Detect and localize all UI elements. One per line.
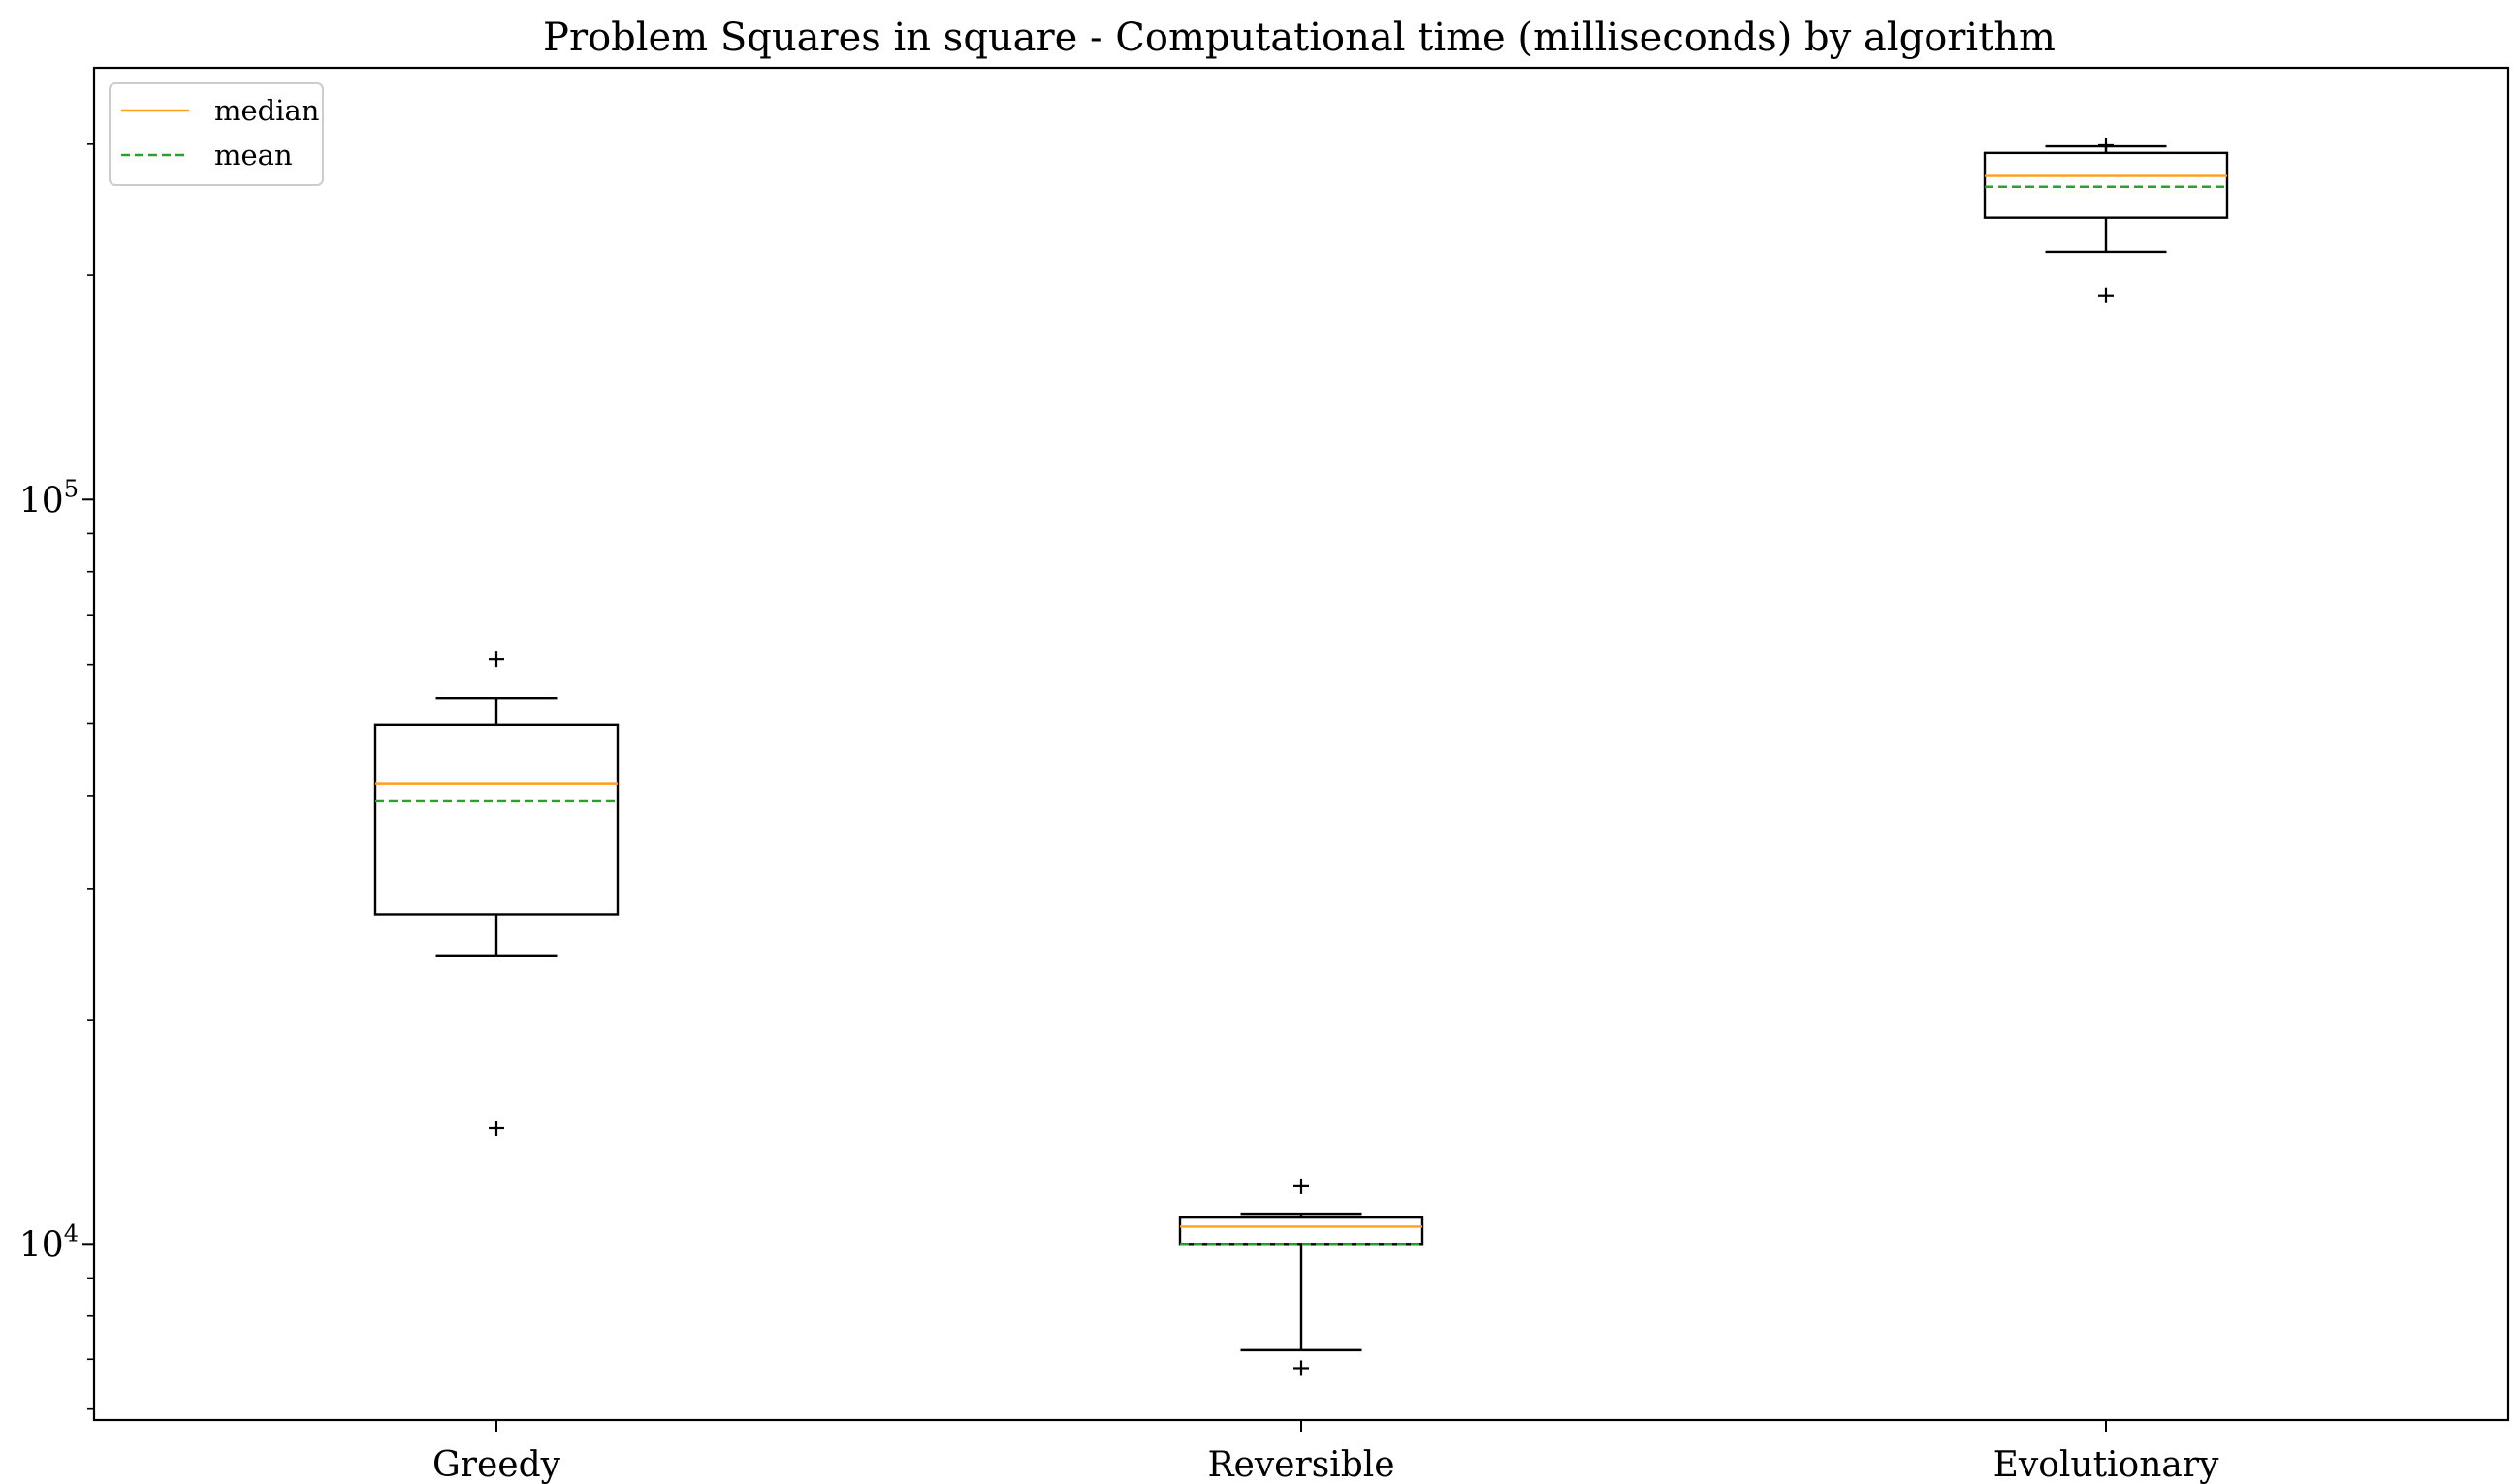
outlier-point bbox=[489, 1121, 504, 1137]
box-iqr bbox=[1983, 151, 2229, 219]
chart-title: Problem Squares in square - Computationa… bbox=[543, 16, 2056, 60]
box-group-evolutionary bbox=[1983, 137, 2229, 303]
legend-label-mean: mean bbox=[214, 139, 293, 172]
y-tick-base: 10 bbox=[19, 1225, 64, 1265]
outlier-point bbox=[489, 651, 504, 668]
y-tick-base: 10 bbox=[19, 481, 64, 521]
legend-label-median: median bbox=[214, 94, 319, 127]
plot-area bbox=[373, 137, 2229, 1376]
y-tick-exponent: 4 bbox=[64, 1219, 79, 1247]
box-iqr bbox=[373, 723, 620, 916]
outlier-point bbox=[1293, 1360, 1309, 1376]
y-tick-exponent: 5 bbox=[64, 475, 79, 502]
x-tick-label: Evolutionary bbox=[1993, 1445, 2220, 1484]
legend: median mean bbox=[109, 82, 324, 186]
y-tick-label: 104 bbox=[19, 1219, 79, 1265]
legend-frame bbox=[109, 82, 324, 186]
box-group-greedy bbox=[373, 651, 620, 1137]
box-group-reversible bbox=[1178, 1178, 1424, 1376]
box-iqr bbox=[1178, 1216, 1424, 1246]
outlier-point bbox=[1293, 1178, 1309, 1194]
outlier-point bbox=[2098, 287, 2114, 303]
x-tick-label: Reversible bbox=[1207, 1445, 1394, 1484]
outlier-point bbox=[2098, 137, 2114, 153]
y-tick-label: 105 bbox=[19, 475, 79, 521]
x-tick-label: Greedy bbox=[432, 1445, 561, 1484]
